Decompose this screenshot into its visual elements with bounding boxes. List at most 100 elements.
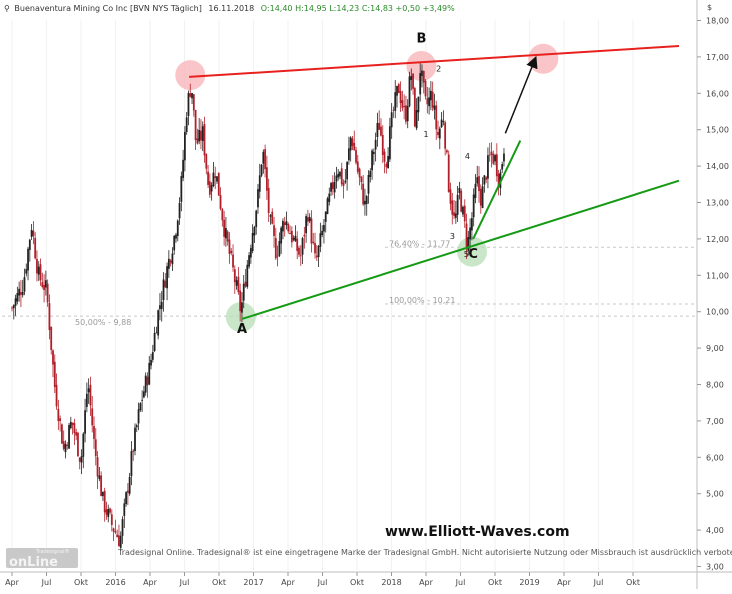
candle-body [283, 222, 286, 226]
candle-body [217, 172, 220, 196]
candle-body [160, 301, 163, 309]
candle-body [435, 105, 438, 130]
candle-body [306, 217, 309, 222]
candle-body [69, 421, 72, 429]
candle-body [380, 126, 382, 136]
candle-body [134, 427, 136, 451]
wave-label-B: B [416, 31, 426, 46]
fib-level-label: 76,40% - 11,77 [389, 239, 450, 248]
candle-body [314, 242, 316, 254]
candle-body [75, 432, 78, 436]
candle-body [340, 168, 343, 185]
candle-body [205, 154, 208, 169]
candle-body [431, 91, 434, 108]
candle-body [285, 221, 288, 226]
y-tick-label: 10,00 [706, 308, 729, 317]
candle-body [305, 216, 308, 234]
x-tick-label: Jul [41, 578, 52, 587]
candle-body [123, 503, 126, 516]
y-tick-label: 11,00 [706, 271, 729, 280]
candle-body [114, 531, 117, 533]
candle-body [390, 112, 393, 128]
candle-body [419, 73, 422, 95]
candle-body [388, 126, 391, 160]
candle-body [200, 130, 202, 141]
candle-body [274, 238, 277, 259]
candle-body [344, 180, 347, 183]
candle-body [39, 264, 42, 281]
candle-body [446, 150, 448, 153]
fib-level-label: 100,00% - 10,21 [389, 296, 455, 305]
candle-body [290, 230, 293, 243]
candle-body [503, 153, 505, 162]
candle-body [77, 432, 79, 457]
candle-body [308, 216, 311, 222]
candle-body [44, 280, 47, 288]
currency-label: $ [707, 3, 712, 12]
candle-body [415, 110, 418, 129]
candle-body [324, 211, 327, 222]
candle-body [103, 490, 106, 513]
candle-body [428, 97, 431, 107]
candle-body [226, 231, 229, 242]
candle-body [339, 171, 341, 177]
candle-body [192, 94, 195, 111]
candle-body [150, 359, 152, 366]
candle-body [323, 225, 325, 232]
candle-body [303, 235, 306, 237]
candle-body [118, 535, 120, 547]
candle-body [451, 200, 454, 215]
candle-body [462, 206, 464, 215]
chart-title: ⚲ Buenaventura Mining Co Inc [BVN NYS Tä… [4, 4, 455, 13]
candle-body [422, 70, 425, 83]
candle-body [68, 425, 70, 449]
candle-body [289, 233, 291, 235]
candle-body [155, 332, 158, 334]
x-tick-label: 2017 [243, 578, 263, 587]
candle-body [317, 246, 320, 258]
x-tick-label: Apr [557, 578, 572, 587]
candle-body [494, 155, 496, 162]
candle-body [130, 451, 133, 477]
candle-body [223, 219, 226, 237]
candle-body [349, 137, 352, 151]
candle-body [378, 122, 381, 130]
candle-body [251, 233, 254, 251]
candle-body [216, 176, 218, 182]
candle-body [214, 176, 217, 178]
candle-body [437, 131, 439, 136]
candle-body [80, 456, 83, 463]
candle-body [248, 255, 250, 267]
candle-body [208, 181, 211, 195]
candle-body [57, 408, 60, 422]
candle-body [478, 176, 480, 192]
candle-body [412, 73, 414, 89]
candle-body [50, 326, 53, 350]
logo-tagline: Tradesignal® [35, 548, 69, 555]
candle-body [282, 220, 284, 232]
y-tick-label: 14,00 [706, 162, 729, 171]
candle-body [362, 183, 365, 205]
candle-body [399, 91, 402, 103]
candle-body [167, 258, 170, 269]
y-tick-label: 13,00 [706, 199, 729, 208]
candle-body [241, 302, 243, 313]
candle-body [23, 277, 26, 292]
candle-body [198, 129, 201, 142]
candle-body [385, 163, 388, 168]
candle-body [185, 117, 188, 133]
candle-body [246, 264, 249, 287]
candle-body [444, 122, 447, 149]
candle-body [255, 210, 258, 228]
candle-body [485, 177, 488, 180]
candle-body [237, 276, 240, 293]
candle-body [184, 131, 186, 161]
candle-body [71, 422, 74, 425]
candle-body [301, 238, 304, 255]
candle-body [93, 426, 95, 439]
x-tick-label: Okt [74, 578, 88, 587]
candle-body [335, 175, 338, 182]
candle-body [126, 490, 129, 493]
candle-body [296, 238, 299, 251]
candle-body [299, 255, 302, 257]
